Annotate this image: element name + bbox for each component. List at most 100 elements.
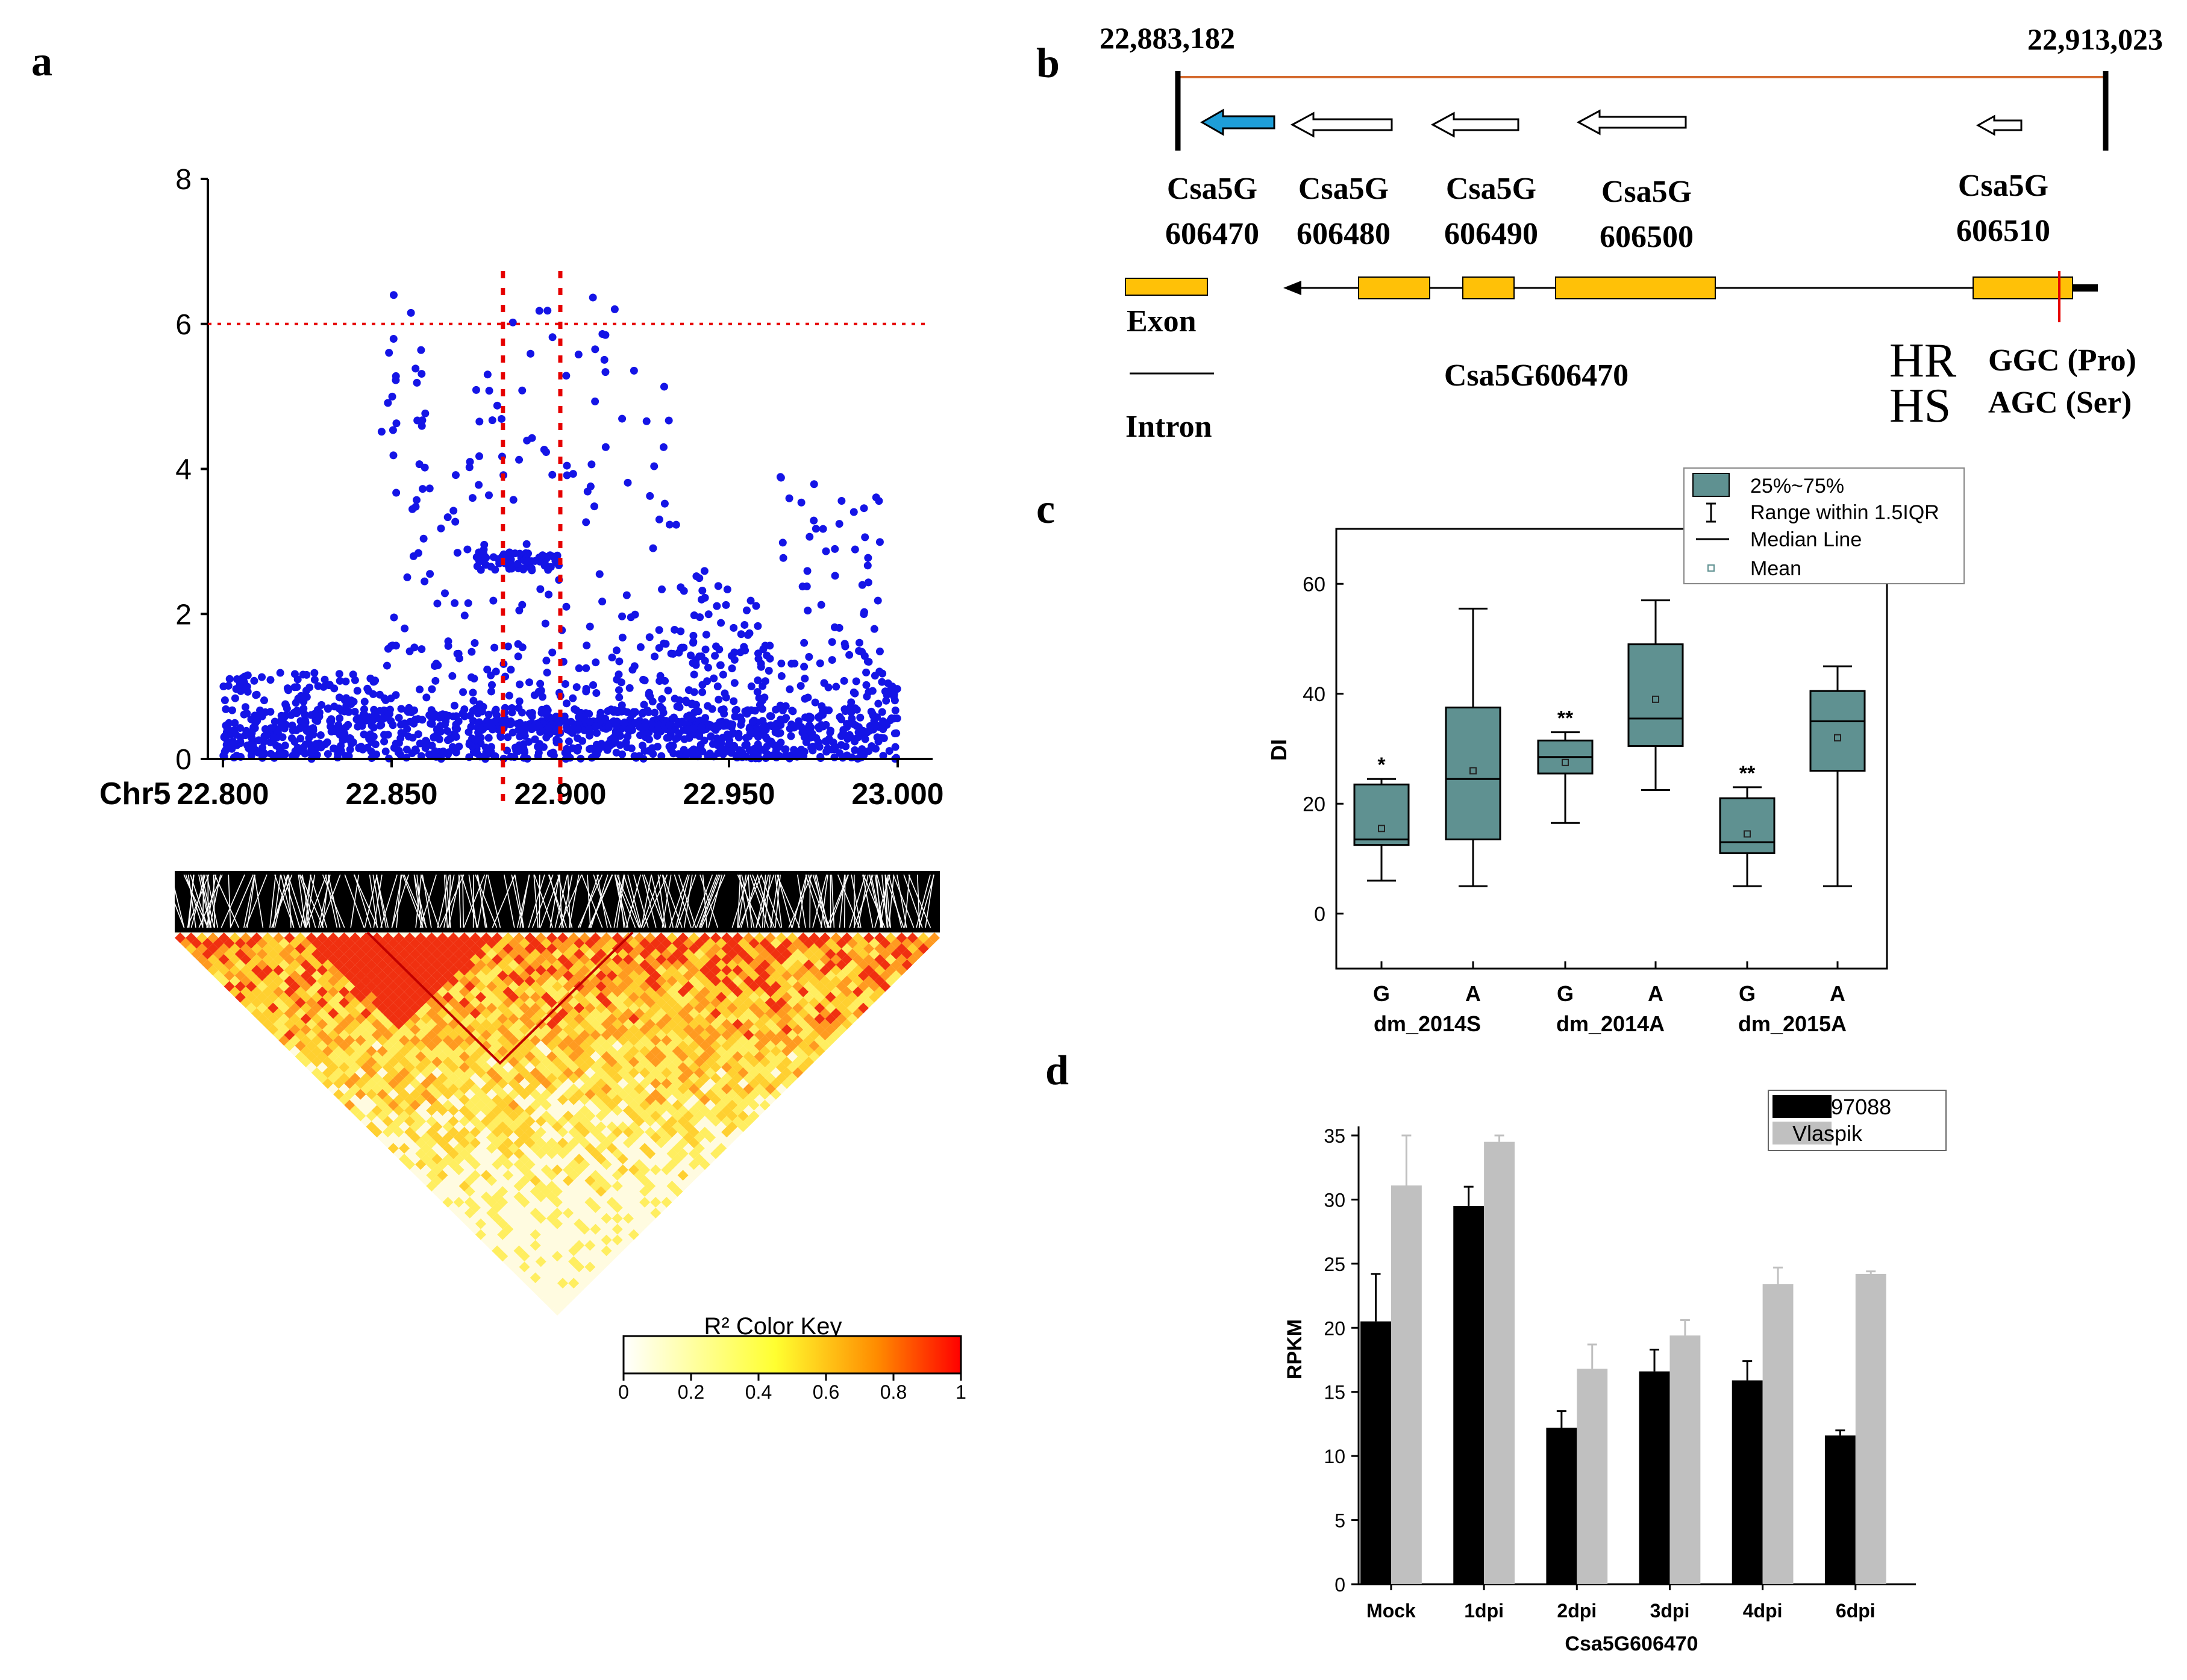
ld-cell bbox=[524, 1061, 536, 1073]
ld-cell bbox=[497, 1078, 508, 1089]
ld-cell bbox=[492, 1040, 503, 1052]
ld-cell bbox=[382, 1116, 393, 1127]
ld-cell bbox=[551, 1175, 563, 1186]
ld-cell bbox=[704, 937, 716, 949]
ld-cell bbox=[568, 1051, 580, 1062]
snp-point bbox=[628, 666, 637, 674]
snp-tick bbox=[413, 874, 427, 928]
ld-cell bbox=[590, 1181, 601, 1191]
ld-cell bbox=[639, 948, 651, 960]
ld-cell bbox=[693, 937, 705, 949]
ld-cell bbox=[437, 1191, 448, 1202]
snp-tick bbox=[831, 874, 835, 928]
snp-tick bbox=[615, 874, 629, 928]
ld-cell bbox=[344, 1057, 355, 1067]
ld-cell bbox=[410, 937, 421, 949]
ld-cell bbox=[535, 1170, 546, 1181]
ld-cell bbox=[677, 943, 689, 954]
ld-cell bbox=[857, 959, 869, 970]
snp-point bbox=[448, 672, 457, 680]
ld-cell bbox=[809, 1008, 820, 1019]
ld-cell bbox=[595, 1132, 607, 1143]
ld-cell bbox=[672, 1002, 683, 1014]
ld-cell bbox=[196, 932, 208, 943]
snp-point bbox=[787, 660, 796, 668]
ld-cell bbox=[508, 1132, 519, 1143]
ld-cell bbox=[765, 954, 776, 965]
snp-point bbox=[385, 349, 393, 357]
ld-cell bbox=[634, 1040, 645, 1052]
ld-cell bbox=[754, 997, 765, 1008]
ld-cell bbox=[175, 932, 186, 943]
ld-cell bbox=[404, 1126, 416, 1138]
snp-point bbox=[342, 723, 351, 731]
ld-cell bbox=[814, 1013, 825, 1025]
ld-cell bbox=[458, 1126, 470, 1138]
ld-cell bbox=[759, 1035, 771, 1046]
snp-point bbox=[827, 726, 835, 735]
ld-cell bbox=[661, 1121, 672, 1132]
ld-cell bbox=[721, 1008, 733, 1019]
allele-label: G bbox=[1739, 981, 1756, 1006]
ld-cell bbox=[732, 954, 743, 965]
ld-cell bbox=[377, 970, 388, 981]
ld-cell bbox=[606, 1154, 618, 1165]
ld-cell bbox=[410, 1002, 421, 1014]
ld-cell bbox=[699, 1029, 710, 1041]
ld-cell bbox=[601, 1126, 612, 1138]
snp-tick bbox=[916, 874, 921, 928]
snp-point bbox=[885, 747, 893, 755]
snp-point bbox=[503, 746, 512, 755]
ld-cell bbox=[360, 964, 372, 976]
ld-cell bbox=[366, 970, 377, 981]
ld-cell bbox=[437, 1181, 448, 1191]
ld-cell bbox=[218, 932, 230, 943]
ld-cell bbox=[612, 1170, 623, 1181]
snp-tick bbox=[460, 874, 478, 928]
ld-cell bbox=[628, 1121, 640, 1132]
snp-point bbox=[425, 750, 433, 758]
ld-cell bbox=[486, 1078, 498, 1089]
ld-cell bbox=[458, 1008, 470, 1019]
ld-cell bbox=[798, 1029, 809, 1041]
ld-cell bbox=[415, 943, 427, 954]
ld-cell bbox=[661, 1132, 672, 1143]
boxes: ***** bbox=[1353, 599, 1866, 887]
ld-cell bbox=[557, 1029, 569, 1041]
ld-cell bbox=[727, 1024, 738, 1035]
ld-cell bbox=[814, 970, 825, 981]
ld-cell bbox=[464, 1110, 475, 1122]
ld-cell bbox=[557, 1245, 569, 1257]
ld-cell bbox=[628, 1110, 640, 1122]
ld-cell bbox=[431, 1078, 443, 1089]
snp-point bbox=[277, 749, 285, 757]
bar-legend: PI 197088 Vlaspik bbox=[1768, 1090, 1947, 1151]
gene-arrow-606510 bbox=[1976, 114, 2023, 136]
ld-cell bbox=[819, 954, 831, 965]
ld-cell bbox=[469, 1029, 481, 1041]
ld-cell bbox=[601, 1170, 612, 1181]
ld-cell bbox=[540, 1164, 552, 1176]
legend-exon-swatch bbox=[1125, 278, 1208, 296]
ld-cell bbox=[218, 964, 230, 976]
ld-cell bbox=[672, 1132, 683, 1143]
ld-cell bbox=[382, 1094, 393, 1105]
ld-cell bbox=[803, 948, 815, 960]
snp-point bbox=[330, 702, 339, 711]
ld-cell bbox=[579, 1213, 590, 1224]
ld-cell bbox=[852, 943, 863, 954]
snp-point bbox=[836, 713, 844, 721]
ld-cell bbox=[492, 1008, 503, 1019]
ld-cell bbox=[502, 1019, 514, 1030]
ld-cell bbox=[366, 1121, 377, 1132]
ld-cell bbox=[540, 1261, 552, 1273]
ld-cell bbox=[398, 1035, 410, 1046]
ld-cell bbox=[404, 1148, 416, 1160]
ld-cell bbox=[606, 959, 618, 970]
ld-cell bbox=[568, 1181, 580, 1191]
ld-cell bbox=[693, 991, 705, 1003]
ld-cell bbox=[683, 1099, 694, 1111]
snp-point bbox=[413, 378, 421, 387]
snp-point bbox=[875, 538, 884, 546]
ld-cell bbox=[748, 1013, 760, 1025]
